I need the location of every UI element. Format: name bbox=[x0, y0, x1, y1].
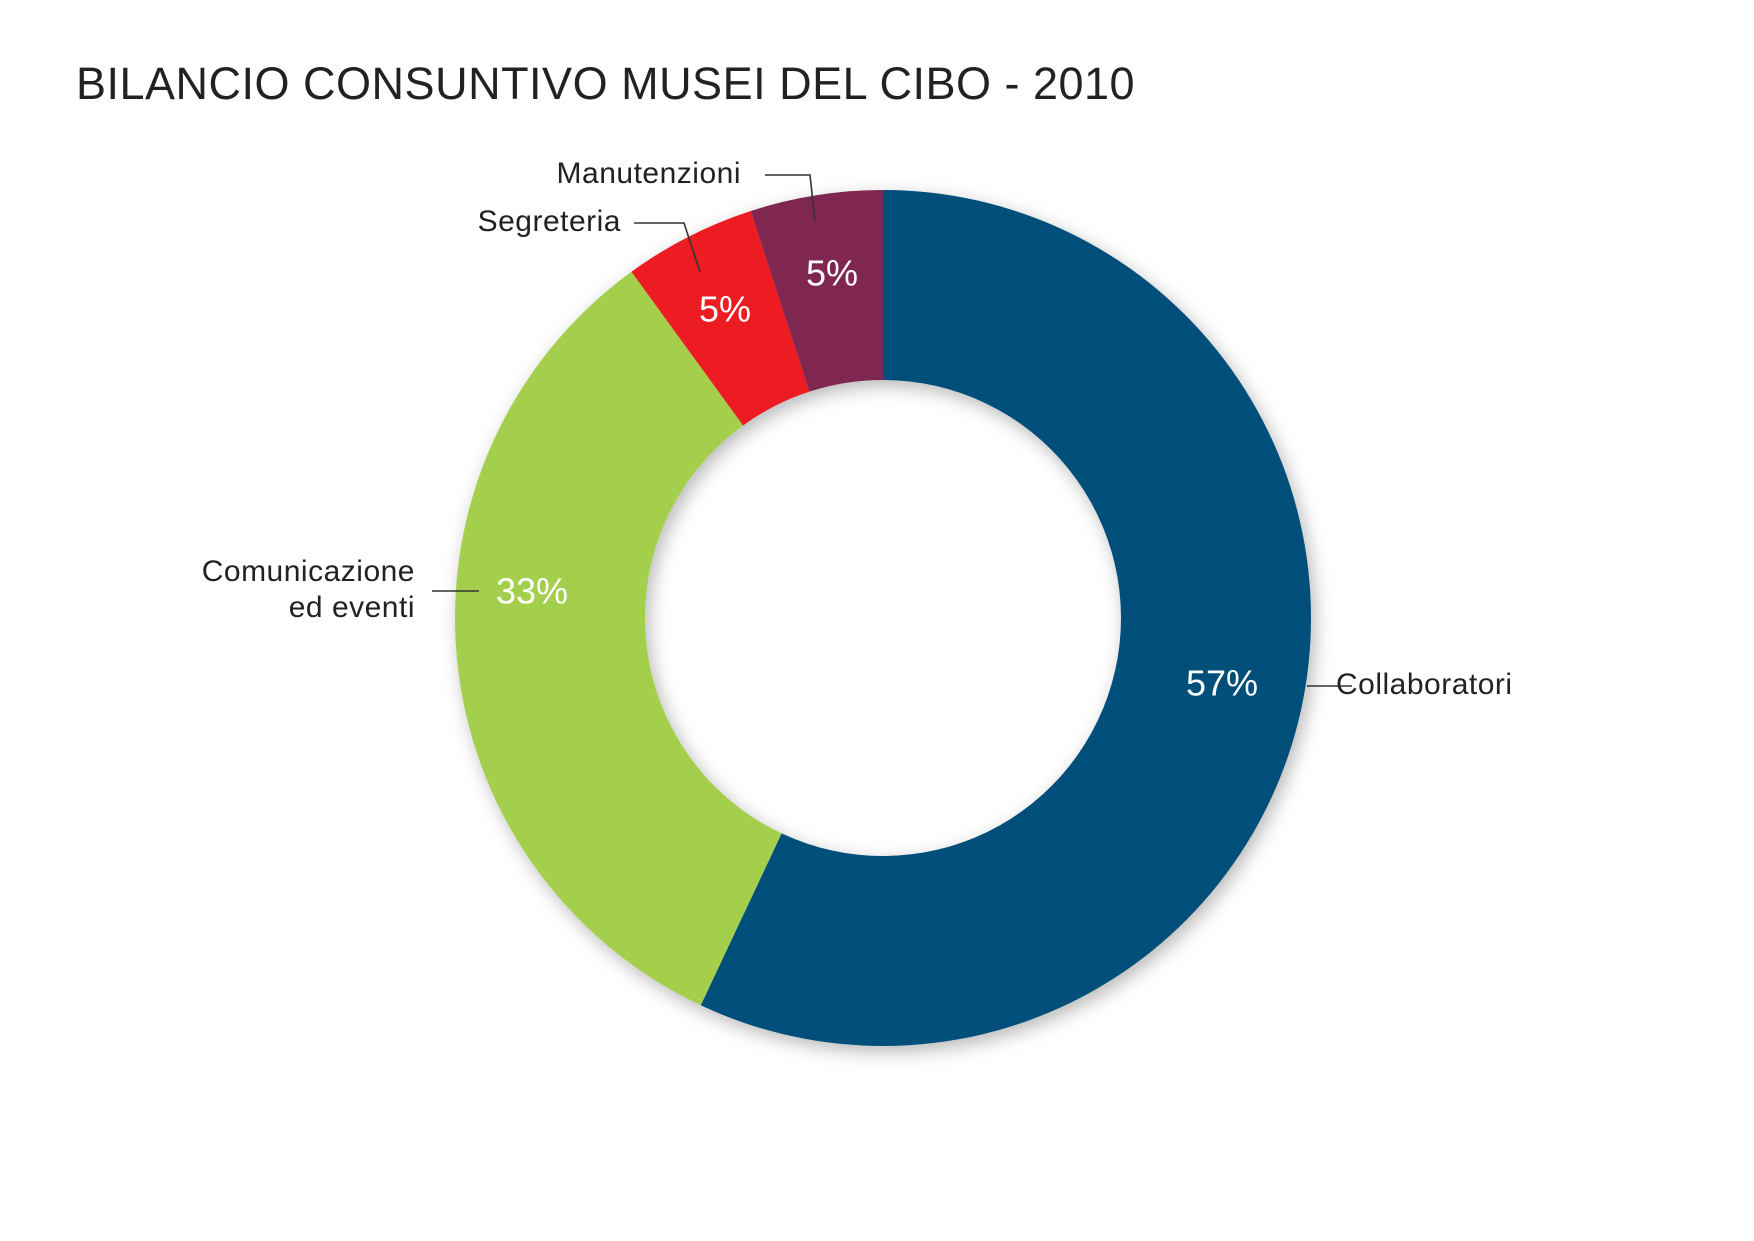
slice-category-label: Collaboratori bbox=[1336, 668, 1513, 701]
slice-manutenzioni bbox=[750, 190, 883, 392]
chart-title: BILANCIO CONSUNTIVO MUSEI DEL CIBO - 201… bbox=[76, 58, 1136, 109]
leader-line bbox=[634, 222, 701, 273]
slice-value-label: 5% bbox=[806, 253, 858, 294]
slice-collaboratori bbox=[700, 190, 1311, 1046]
slice-category-label: ed eventi bbox=[289, 591, 415, 624]
slice-category-label: Comunicazione bbox=[202, 555, 415, 588]
slice-category-label: Manutenzioni bbox=[557, 157, 741, 190]
slice-comunicazione-ed-eventi bbox=[454, 271, 782, 1006]
slice-segreteria bbox=[631, 210, 810, 426]
donut-slices bbox=[454, 190, 1311, 1046]
slice-value-label: 33% bbox=[496, 571, 568, 612]
leader-lines bbox=[432, 174, 1352, 687]
slice-category-label: Segreteria bbox=[478, 205, 621, 238]
slice-value-label: 5% bbox=[699, 289, 751, 330]
leader-line bbox=[765, 174, 816, 222]
slice-value-label: 57% bbox=[1186, 663, 1258, 704]
